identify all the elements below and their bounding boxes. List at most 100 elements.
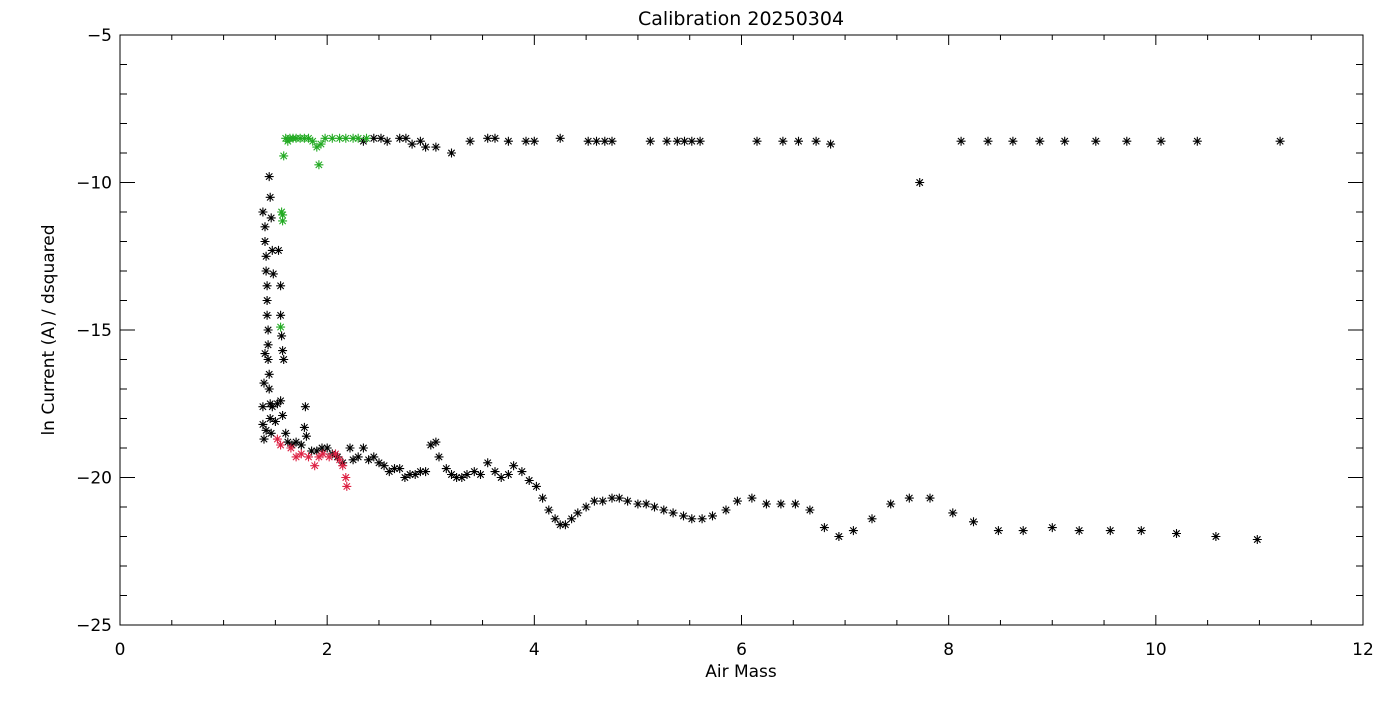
data-point: [276, 322, 286, 332]
data-point: [322, 443, 332, 453]
data-point: [358, 443, 368, 453]
data-point: [384, 467, 394, 477]
data-point: [405, 470, 415, 479]
data-point: [811, 136, 821, 146]
data-point: [592, 136, 601, 146]
data-point: [447, 148, 456, 158]
data-point: [1275, 136, 1285, 146]
data-point: [327, 133, 337, 143]
data-point: [395, 133, 405, 143]
data-point: [721, 505, 731, 515]
data-point: [819, 523, 829, 533]
data-point: [348, 455, 358, 465]
data-point: [607, 136, 617, 146]
data-point: [469, 467, 479, 477]
data-point: [279, 151, 289, 161]
data-point: [395, 464, 405, 474]
data-point: [265, 399, 275, 409]
data-point: [364, 455, 374, 465]
y-axis-label: ln Current (A) / dsquared: [39, 224, 59, 435]
data-point: [697, 514, 707, 524]
data-point: [465, 136, 475, 146]
data-point: [925, 493, 935, 503]
data-point: [826, 139, 836, 149]
data-point: [441, 464, 451, 474]
data-point: [276, 281, 286, 291]
data-point: [623, 496, 633, 506]
data-point: [318, 449, 328, 459]
data-point: [296, 440, 306, 450]
data-point: [672, 136, 682, 146]
data-point: [276, 396, 286, 406]
data-point: [348, 133, 358, 143]
data-point: [261, 251, 271, 261]
data-point: [376, 133, 386, 143]
data-point: [308, 136, 318, 146]
data-point: [415, 467, 425, 477]
data-point: [915, 178, 925, 187]
data-point: [286, 443, 296, 453]
data-point: [277, 331, 287, 341]
data-point: [259, 434, 269, 444]
data-point: [267, 402, 277, 412]
data-point: [277, 207, 287, 217]
data-point: [904, 493, 914, 503]
data-point: [969, 517, 978, 527]
data-point: [778, 136, 788, 146]
data-point: [353, 452, 363, 462]
data-point: [600, 136, 610, 146]
data-point: [362, 133, 371, 143]
data-point: [338, 461, 348, 471]
data-point: [283, 136, 293, 146]
data-point: [310, 461, 320, 471]
data-point: [369, 133, 379, 143]
data-point: [262, 296, 272, 305]
data-point: [776, 499, 786, 509]
y-tick-label: −5: [87, 26, 112, 46]
data-point: [1211, 532, 1221, 541]
data-point: [335, 455, 345, 465]
data-point: [1018, 526, 1028, 536]
data-point: [490, 133, 500, 143]
data-point: [598, 496, 608, 506]
data-point: [261, 266, 271, 276]
data-point: [761, 499, 771, 509]
data-point: [353, 133, 363, 143]
data-point: [390, 464, 399, 474]
data-point: [794, 136, 803, 146]
x-axis-label: Air Mass: [705, 662, 777, 682]
data-point: [993, 526, 1003, 536]
data-point: [1074, 526, 1084, 536]
x-tick-label: 10: [1145, 640, 1167, 660]
data-point: [266, 213, 276, 223]
data-point: [415, 136, 425, 146]
data-point: [732, 496, 742, 506]
data-point: [264, 172, 274, 182]
data-point: [299, 422, 309, 432]
data-point: [278, 411, 288, 420]
data-point: [1136, 526, 1146, 536]
data-point: [1091, 136, 1101, 146]
data-point: [531, 481, 541, 491]
data-point: [262, 310, 272, 320]
data-point: [521, 136, 531, 146]
data-points: [258, 133, 1285, 544]
data-point: [312, 142, 322, 152]
data-point: [589, 496, 599, 506]
data-point: [341, 133, 351, 143]
data-point: [314, 452, 324, 462]
data-point: [805, 505, 815, 515]
data-point: [291, 452, 301, 462]
data-point: [263, 340, 273, 350]
data-point: [662, 136, 672, 146]
data-point: [529, 136, 539, 146]
data-point: [307, 446, 317, 456]
y-tick-label: −20: [76, 469, 112, 489]
data-point: [431, 437, 441, 447]
data-point: [1192, 136, 1202, 146]
data-point: [407, 139, 417, 149]
data-point: [266, 428, 276, 438]
axis-ticks: [119, 34, 1364, 626]
data-point: [265, 192, 275, 202]
